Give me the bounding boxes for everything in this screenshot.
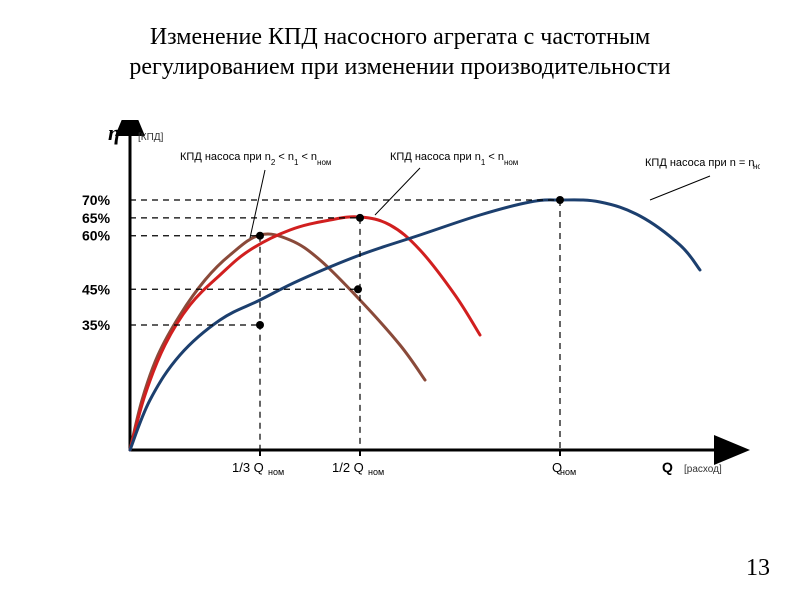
callout-leader xyxy=(250,170,265,238)
callout-blue: КПД насоса при n = n xyxy=(645,157,754,169)
peak-marker xyxy=(556,196,564,204)
callout-red: КПД насоса при n1 < nном xyxy=(390,151,518,167)
peak-marker xyxy=(256,232,264,240)
x-tick-sub: ном xyxy=(268,467,284,477)
x-axis-label: Q xyxy=(662,459,673,475)
curve-red xyxy=(130,217,480,450)
peak-marker xyxy=(356,214,364,222)
callout-leader xyxy=(375,168,420,215)
y-tick-label: 60% xyxy=(82,228,111,244)
x-tick-sub: ном xyxy=(368,467,384,477)
callout-blue-sub: ном xyxy=(753,162,760,171)
x-tick-label: 1/2 Q xyxy=(332,460,364,475)
page-title: Изменение КПД насосного агрегата с часто… xyxy=(0,22,800,82)
callout-brown: КПД насоса при n2 < n1 < nном xyxy=(180,151,331,167)
y-tick-label: 45% xyxy=(82,281,111,297)
curve-brown xyxy=(130,234,425,450)
y-tick-label: 35% xyxy=(82,317,111,333)
x-tick-sub: ном xyxy=(560,467,576,477)
y-axis-label: η xyxy=(108,120,120,145)
x-axis-unit: [расход] xyxy=(684,464,722,475)
callout-leader xyxy=(650,176,710,200)
marker-45 xyxy=(354,285,362,293)
marker-35 xyxy=(256,321,264,329)
curve-blue xyxy=(130,200,700,450)
efficiency-chart: η [КПД] Q [расход] 35% 45% 60% 65% 70% 1/3 Q ном 1/… xyxy=(40,120,760,540)
y-axis-unit: [КПД] xyxy=(138,132,164,143)
y-tick-label: 70% xyxy=(82,192,111,208)
x-tick-label: 1/3 Q xyxy=(232,460,264,475)
page-number: 13 xyxy=(746,555,770,582)
y-tick-label: 65% xyxy=(82,210,111,226)
